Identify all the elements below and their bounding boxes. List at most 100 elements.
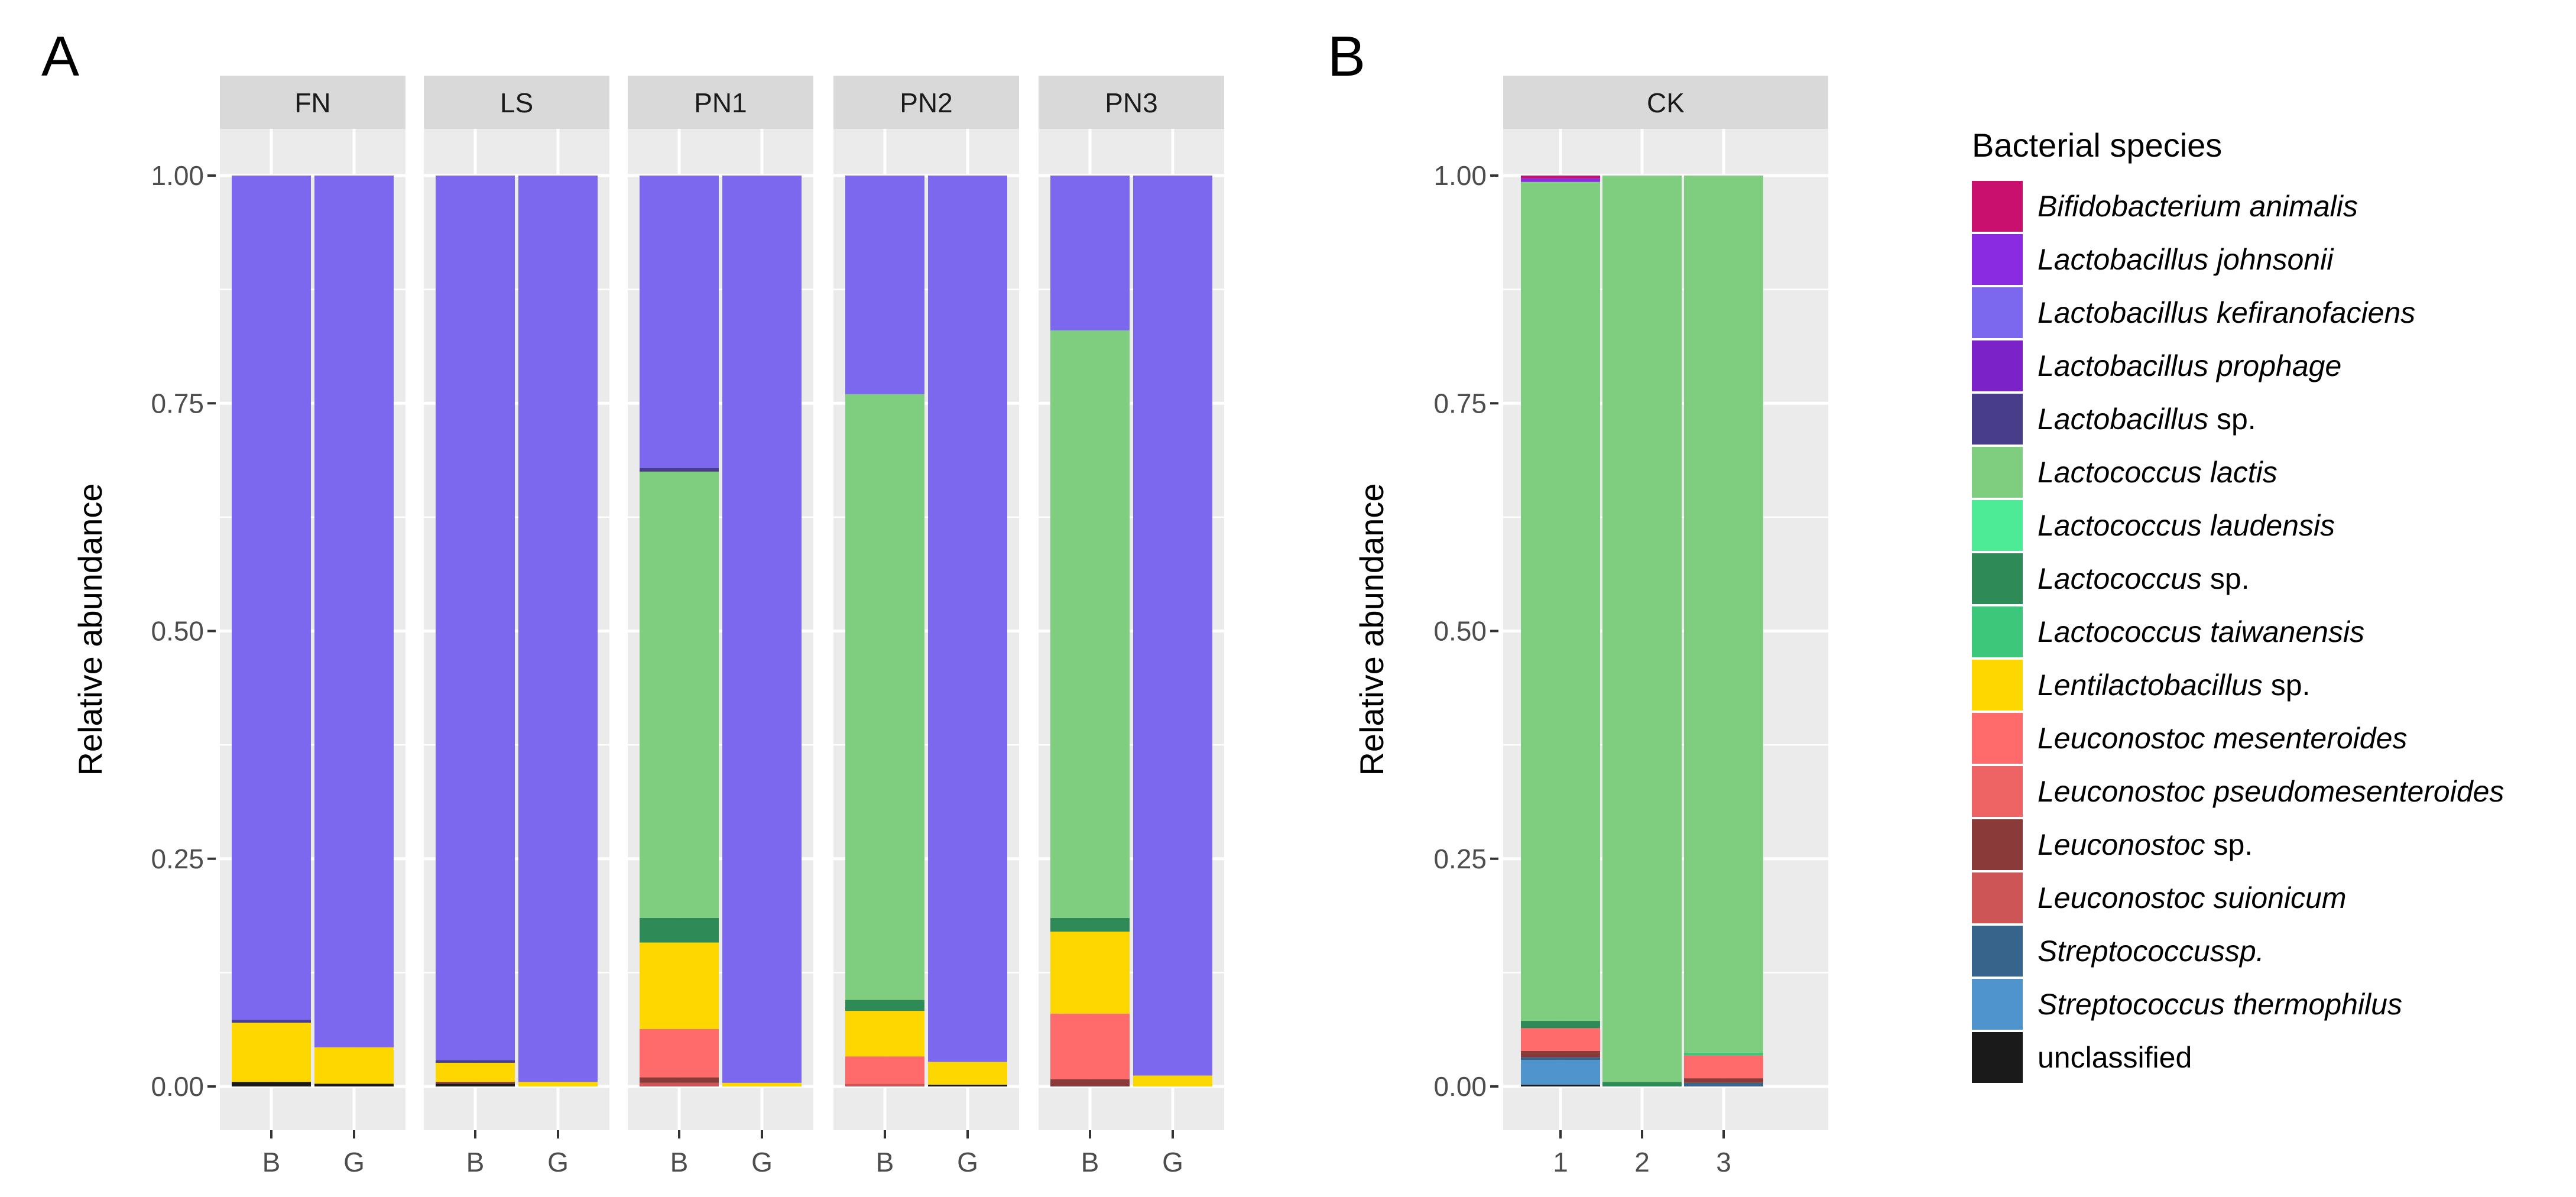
x-tick-label: B xyxy=(876,1147,894,1177)
x-tick-label: B xyxy=(670,1147,689,1177)
bar-segment xyxy=(1602,176,1682,1082)
bar-segment xyxy=(314,1084,394,1086)
legend-item: Leuconostoc mesenteroides xyxy=(1972,713,2407,764)
bar-segment xyxy=(1050,330,1130,918)
y-tick-label: 0.00 xyxy=(151,1071,204,1102)
x-tick-label: 1 xyxy=(1553,1147,1568,1177)
bar-segment xyxy=(845,1000,924,1011)
legend-rest: prophage xyxy=(2208,349,2341,382)
legend-genus: Leuconostoc xyxy=(2038,775,2205,808)
legend-genus: Lentilactobacillus xyxy=(2038,669,2263,702)
legend-item: Leuconostoc pseudomesenteroides xyxy=(1972,766,2504,817)
bar-segment xyxy=(1521,181,1600,1021)
legend-item: Lactococcus sp. xyxy=(1972,553,2250,604)
x-tick-label: G xyxy=(1162,1147,1183,1177)
legend-label: Lactococcus sp. xyxy=(2038,562,2250,595)
legend-genus: Lactobacillus xyxy=(2038,403,2208,436)
bar-segment xyxy=(1050,932,1130,1014)
legend-item: Lactococcus laudensis xyxy=(1972,500,2335,551)
legend-rest: johnsonii xyxy=(2208,243,2334,276)
bar-segment xyxy=(928,1062,1007,1085)
legend-item: Lactobacillus johnsonii xyxy=(1972,234,2334,285)
legend-rest: mesenteroides xyxy=(2205,722,2408,755)
x-tick-label: G xyxy=(751,1147,773,1177)
bar-segment xyxy=(1050,917,1130,932)
bar-segment xyxy=(232,1082,311,1086)
bar-segment xyxy=(1521,176,1600,179)
legend-label: Leuconostoc mesenteroides xyxy=(2038,722,2407,755)
bar-segment xyxy=(436,1062,515,1082)
legend-swatch xyxy=(1972,340,2023,391)
legend-genus: Lactococcus xyxy=(2038,615,2202,648)
legend-rest: sp. xyxy=(2202,562,2250,595)
facet-strip xyxy=(1039,76,1224,129)
legend-item: Lactobacillus sp. xyxy=(1972,394,2256,445)
facet-strip-label: PN1 xyxy=(694,87,747,118)
legend-genus: Lactobacillus xyxy=(2038,296,2208,329)
bar-segment xyxy=(436,1082,515,1084)
bar-segment xyxy=(314,1047,394,1084)
legend-label: Leuconostoc sp. xyxy=(2038,828,2253,861)
facet-ls: LS B G xyxy=(424,76,609,1177)
panel-label: B xyxy=(1328,25,1365,88)
panel-label: A xyxy=(41,25,79,88)
legend-rest: sp. xyxy=(2205,828,2253,861)
legend-swatch xyxy=(1972,766,2023,817)
legend-genus: Lactobacillus xyxy=(2038,349,2208,382)
legend-item: Bifidobacterium animalis xyxy=(1972,181,2358,232)
legend-rest: sp. xyxy=(2208,403,2256,436)
legend-rest: pseudomesenteroides xyxy=(2205,775,2504,808)
bar-segment xyxy=(314,176,394,1047)
x-tick-label: B xyxy=(1081,1147,1099,1177)
legend-label: Leuconostoc suionicum xyxy=(2038,881,2347,914)
bar-segment xyxy=(1050,1013,1130,1079)
bar-segment xyxy=(232,1020,311,1023)
legend-item: Streptococcus thermophilus xyxy=(1972,979,2402,1030)
facet-strip-label: FN xyxy=(294,87,330,118)
bar-segment xyxy=(1521,1057,1600,1060)
facet-strip-label: PN3 xyxy=(1105,87,1157,118)
bar-segment xyxy=(1521,178,1600,182)
bar-segment xyxy=(640,942,719,1029)
bar-segment xyxy=(436,176,515,1060)
legend-swatch xyxy=(1972,872,2023,923)
legend-swatch xyxy=(1972,500,2023,551)
facet-strip xyxy=(424,76,609,129)
y-tick-label: 0.50 xyxy=(1433,616,1487,647)
bar-segment xyxy=(845,176,924,394)
facet-pn1: PN1 B G xyxy=(628,76,813,1177)
bar-segment xyxy=(1521,1050,1600,1057)
legend-rest: sp. xyxy=(2263,669,2311,702)
legend-label: Lentilactobacillus sp. xyxy=(2038,669,2310,702)
legend-label: Leuconostoc pseudomesenteroides xyxy=(2038,775,2504,808)
legend-swatch xyxy=(1972,819,2023,870)
legend-swatch xyxy=(1972,606,2023,657)
x-tick-label: B xyxy=(466,1147,485,1177)
legend-rest: kefiranofaciens xyxy=(2208,296,2415,329)
legend-rest: unclassified xyxy=(2038,1041,2192,1074)
legend-label: unclassified xyxy=(2038,1041,2192,1074)
legend-rest: taiwanensis xyxy=(2202,615,2364,648)
facet-strip xyxy=(628,76,813,129)
y-tick-label: 0.25 xyxy=(151,844,204,874)
legend-genus: Leuconostoc xyxy=(2038,722,2205,755)
bar-segment xyxy=(640,1077,719,1083)
bar-segment xyxy=(1521,1084,1600,1086)
legend-swatch xyxy=(1972,234,2023,285)
y-tick-label: 0.00 xyxy=(1433,1071,1487,1102)
legend-label: Streptococcussp. xyxy=(2038,935,2264,968)
legend-swatch xyxy=(1972,394,2023,445)
legend-item: Lactobacillus prophage xyxy=(1972,340,2341,391)
legend-rest: laudensis xyxy=(2202,509,2335,542)
x-tick-label: 3 xyxy=(1716,1147,1731,1177)
bar-segment xyxy=(232,1023,311,1082)
bar-segment xyxy=(1684,1052,1763,1056)
bar-segment xyxy=(845,1011,924,1057)
legend-genus: Leuconostoc xyxy=(2038,881,2205,914)
legend-label: Lactobacillus kefiranofaciens xyxy=(2038,296,2415,329)
legend-genus: Leuconostoc xyxy=(2038,828,2205,861)
y-tick-label: 0.75 xyxy=(151,388,204,419)
bar-segment xyxy=(1602,1082,1682,1086)
bar-segment xyxy=(1133,1075,1212,1086)
legend-rest: suionicum xyxy=(2205,881,2347,914)
